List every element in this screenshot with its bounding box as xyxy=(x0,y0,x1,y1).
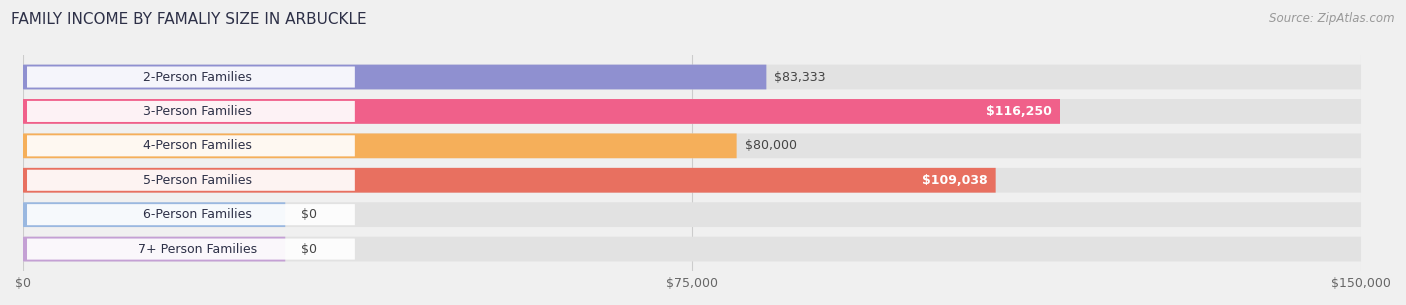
FancyBboxPatch shape xyxy=(27,170,354,191)
Text: 6-Person Families: 6-Person Families xyxy=(143,208,252,221)
Text: 4-Person Families: 4-Person Families xyxy=(143,139,252,152)
FancyBboxPatch shape xyxy=(27,135,354,156)
Text: $109,038: $109,038 xyxy=(922,174,987,187)
FancyBboxPatch shape xyxy=(22,65,1361,89)
Text: $0: $0 xyxy=(301,242,318,256)
FancyBboxPatch shape xyxy=(22,99,1060,124)
Text: 3-Person Families: 3-Person Families xyxy=(143,105,252,118)
FancyBboxPatch shape xyxy=(22,99,1361,124)
FancyBboxPatch shape xyxy=(22,168,995,193)
FancyBboxPatch shape xyxy=(22,237,1361,261)
FancyBboxPatch shape xyxy=(27,239,354,260)
Text: Source: ZipAtlas.com: Source: ZipAtlas.com xyxy=(1270,12,1395,25)
Text: $0: $0 xyxy=(301,208,318,221)
Text: 2-Person Families: 2-Person Families xyxy=(143,70,252,84)
Text: FAMILY INCOME BY FAMALIY SIZE IN ARBUCKLE: FAMILY INCOME BY FAMALIY SIZE IN ARBUCKL… xyxy=(11,12,367,27)
FancyBboxPatch shape xyxy=(27,204,354,225)
Text: 5-Person Families: 5-Person Families xyxy=(143,174,252,187)
Text: $80,000: $80,000 xyxy=(745,139,797,152)
FancyBboxPatch shape xyxy=(22,134,737,158)
Text: $83,333: $83,333 xyxy=(775,70,825,84)
FancyBboxPatch shape xyxy=(22,237,285,261)
FancyBboxPatch shape xyxy=(22,134,1361,158)
FancyBboxPatch shape xyxy=(22,202,1361,227)
FancyBboxPatch shape xyxy=(22,202,285,227)
FancyBboxPatch shape xyxy=(27,66,354,88)
FancyBboxPatch shape xyxy=(27,101,354,122)
Text: $116,250: $116,250 xyxy=(986,105,1052,118)
FancyBboxPatch shape xyxy=(22,65,766,89)
Text: 7+ Person Families: 7+ Person Families xyxy=(138,242,257,256)
FancyBboxPatch shape xyxy=(22,168,1361,193)
